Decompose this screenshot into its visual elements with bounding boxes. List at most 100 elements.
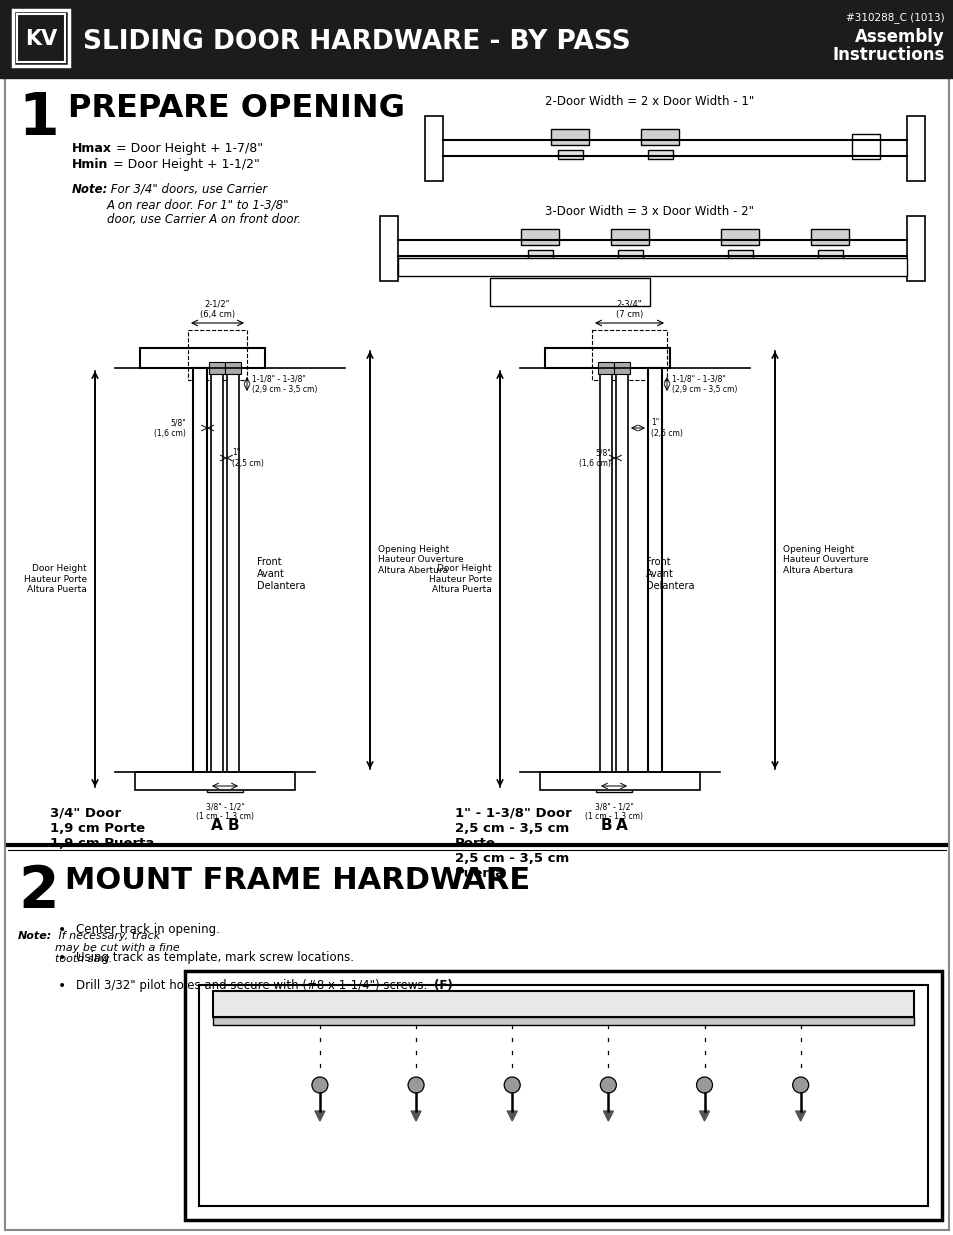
- Text: 2-3/4"
(7 cm): 2-3/4" (7 cm): [616, 300, 642, 319]
- Text: 1: 1: [18, 90, 58, 147]
- Bar: [851, 135, 879, 159]
- Bar: [618, 249, 642, 259]
- Bar: [135, 772, 294, 790]
- Text: 5/8"
(1,6 cm): 5/8" (1,6 cm): [578, 448, 610, 468]
- Text: If necessary, track
may be cut with a fine
tooth saw.: If necessary, track may be cut with a fi…: [55, 931, 179, 965]
- Bar: [727, 249, 752, 259]
- Bar: [598, 362, 614, 374]
- Bar: [379, 216, 397, 282]
- Text: MOUNT FRAME HARDWARE: MOUNT FRAME HARDWARE: [65, 866, 530, 895]
- Bar: [614, 362, 629, 374]
- Bar: [647, 149, 672, 159]
- Text: Note:: Note:: [18, 931, 52, 941]
- Text: KV: KV: [25, 28, 57, 49]
- Text: Door Height
Hauteur Porte
Altura Puerta: Door Height Hauteur Porte Altura Puerta: [429, 564, 492, 594]
- Bar: [207, 781, 243, 792]
- Text: 1-1/8" - 1-3/8"
(2,9 cm - 3,5 cm): 1-1/8" - 1-3/8" (2,9 cm - 3,5 cm): [252, 374, 317, 394]
- Polygon shape: [795, 1112, 805, 1121]
- Bar: [227, 370, 239, 781]
- Text: Instructions: Instructions: [832, 46, 944, 64]
- Text: SLIDING DOOR HARDWARE - BY PASS: SLIDING DOOR HARDWARE - BY PASS: [83, 28, 630, 56]
- Bar: [424, 116, 442, 182]
- Polygon shape: [602, 1112, 613, 1121]
- Text: A: A: [616, 818, 627, 832]
- Text: Opening Height
Hauteur Ouverture
Altura Abertura: Opening Height Hauteur Ouverture Altura …: [782, 545, 868, 576]
- Text: Note:: Note:: [71, 183, 109, 196]
- Text: Hmax: Hmax: [71, 142, 112, 156]
- Bar: [225, 362, 241, 374]
- Bar: [558, 149, 582, 159]
- Circle shape: [599, 1077, 616, 1093]
- Bar: [599, 370, 612, 781]
- Text: 3/4" Door
1,9 cm Porte
1,9 cm Puerta: 3/4" Door 1,9 cm Porte 1,9 cm Puerta: [50, 806, 154, 850]
- Bar: [810, 228, 848, 245]
- Circle shape: [504, 1077, 519, 1093]
- Bar: [551, 128, 588, 144]
- Bar: [610, 228, 648, 245]
- Text: 2: 2: [18, 863, 58, 920]
- Polygon shape: [507, 1112, 517, 1121]
- Bar: [193, 368, 207, 781]
- Text: Using track as template, mark screw locations.: Using track as template, mark screw loca…: [76, 951, 354, 965]
- Polygon shape: [699, 1112, 709, 1121]
- Text: PREPARE OPENING: PREPARE OPENING: [68, 93, 405, 124]
- Circle shape: [696, 1077, 712, 1093]
- Text: 2-Door Width = 2 x Door Width - 1": 2-Door Width = 2 x Door Width - 1": [545, 95, 754, 107]
- Text: •: •: [58, 979, 66, 993]
- Bar: [213, 990, 913, 1016]
- Text: 5/8"
(1,6 cm): 5/8" (1,6 cm): [154, 419, 186, 437]
- Bar: [520, 228, 558, 245]
- Text: #310288_C (1013): #310288_C (1013): [845, 12, 944, 23]
- Text: For 3/4" doors, use Carrier
A on rear door. For 1" to 1-3/8"
door, use Carrier A: For 3/4" doors, use Carrier A on rear do…: [107, 183, 301, 226]
- Circle shape: [312, 1077, 328, 1093]
- Bar: [539, 772, 700, 790]
- Text: 3/8" - 1/2"
(1 cm - 1,3 cm): 3/8" - 1/2" (1 cm - 1,3 cm): [584, 802, 642, 821]
- Bar: [640, 128, 679, 144]
- Bar: [397, 258, 906, 275]
- Text: Hmin: Hmin: [71, 158, 109, 170]
- Text: Front
Avant
Delantera: Front Avant Delantera: [645, 557, 694, 590]
- Text: 3-Door Width = 3 x Door Width - 2": 3-Door Width = 3 x Door Width - 2": [545, 205, 754, 219]
- Polygon shape: [314, 1112, 325, 1121]
- Bar: [199, 986, 927, 1207]
- Text: Front
Avant
Delantera: Front Avant Delantera: [256, 557, 305, 590]
- Text: 1"
(2,5 cm): 1" (2,5 cm): [650, 419, 682, 437]
- Bar: [213, 1016, 913, 1025]
- Bar: [209, 362, 225, 374]
- Bar: [527, 249, 553, 259]
- Text: = Door Height + 1-1/2": = Door Height + 1-1/2": [109, 158, 259, 170]
- Text: Opening Height
Hauteur Ouverture
Altura Abertura: Opening Height Hauteur Ouverture Altura …: [377, 545, 463, 576]
- Bar: [185, 971, 941, 1220]
- Bar: [616, 370, 627, 781]
- Bar: [490, 278, 649, 306]
- Bar: [0, 0, 953, 78]
- Bar: [720, 228, 759, 245]
- Bar: [647, 368, 661, 781]
- Bar: [211, 370, 223, 781]
- Text: Door Height
Hauteur Porte
Altura Puerta: Door Height Hauteur Porte Altura Puerta: [24, 564, 87, 594]
- Text: Center track in opening.: Center track in opening.: [76, 923, 219, 936]
- Text: Assembly: Assembly: [854, 28, 944, 46]
- Text: (F): (F): [434, 979, 453, 992]
- Text: B: B: [227, 818, 238, 832]
- Text: 1"
(2,5 cm): 1" (2,5 cm): [232, 448, 264, 468]
- Bar: [906, 216, 924, 282]
- Bar: [906, 116, 924, 182]
- Polygon shape: [411, 1112, 420, 1121]
- Circle shape: [792, 1077, 808, 1093]
- Bar: [140, 348, 265, 368]
- Text: B: B: [599, 818, 611, 832]
- Text: 1" - 1-3/8" Door
2,5 cm - 3,5 cm
Porte
2,5 cm - 3,5 cm
Puerta: 1" - 1-3/8" Door 2,5 cm - 3,5 cm Porte 2…: [455, 806, 571, 881]
- Bar: [592, 330, 666, 380]
- Text: 3/8" - 1/2"
(1 cm - 1,3 cm): 3/8" - 1/2" (1 cm - 1,3 cm): [195, 802, 253, 821]
- Bar: [817, 249, 842, 259]
- Text: 1-1/8" - 1-3/8"
(2,9 cm - 3,5 cm): 1-1/8" - 1-3/8" (2,9 cm - 3,5 cm): [671, 374, 737, 394]
- Bar: [188, 330, 247, 380]
- Text: •: •: [58, 923, 66, 937]
- Text: 2-1/2"
(6,4 cm): 2-1/2" (6,4 cm): [200, 300, 234, 319]
- Bar: [596, 781, 631, 792]
- Text: = Door Height + 1-7/8": = Door Height + 1-7/8": [112, 142, 263, 156]
- Text: A: A: [211, 818, 223, 832]
- Text: •: •: [58, 951, 66, 965]
- Bar: [13, 10, 69, 65]
